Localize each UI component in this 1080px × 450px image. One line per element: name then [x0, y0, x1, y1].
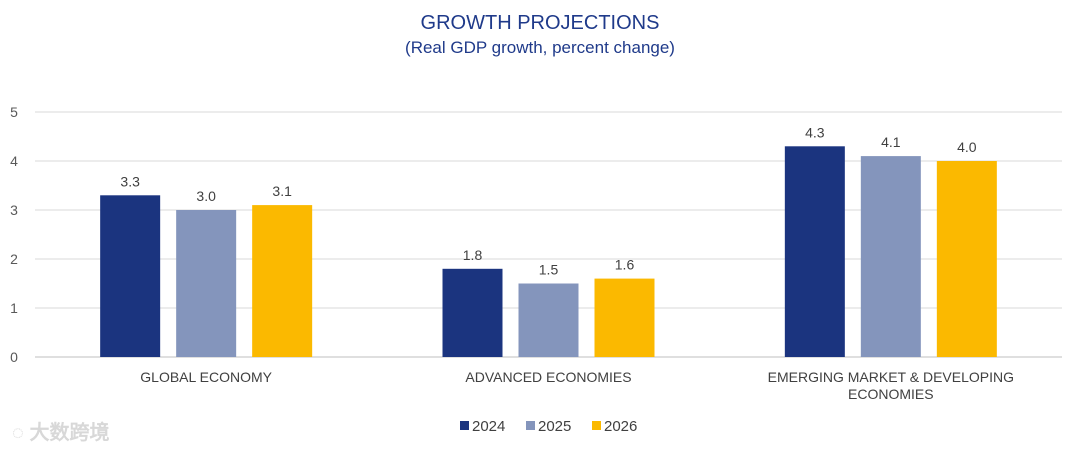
y-tick-label: 5: [10, 104, 18, 120]
y-tick-label: 4: [10, 153, 18, 169]
data-label: 1.8: [463, 247, 483, 263]
data-label: 3.3: [120, 173, 140, 189]
legend-label: 2024: [472, 418, 505, 435]
bar-2024: [442, 268, 503, 357]
bar-2025: [518, 283, 579, 357]
x-tick-label: GLOBAL ECONOMY: [140, 369, 272, 385]
bar-2024: [784, 146, 845, 357]
y-tick-label: 3: [10, 202, 18, 218]
legend-label: 2025: [538, 418, 571, 435]
bar-2026: [594, 278, 655, 357]
x-tick-label: EMERGING MARKET & DEVELOPING: [768, 369, 1014, 385]
data-label: 4.1: [881, 134, 901, 150]
bar-2026: [936, 161, 997, 357]
bar-2025: [176, 210, 237, 357]
bar-2024: [100, 195, 161, 357]
chart-title: GROWTH PROJECTIONS: [420, 12, 660, 34]
legend-swatch: [592, 421, 601, 430]
x-tick-label: ADVANCED ECONOMIES: [465, 369, 631, 385]
data-label: 4.3: [805, 124, 825, 140]
y-tick-label: 2: [10, 251, 18, 267]
bar-2026: [252, 205, 313, 357]
legend-label: 2026: [604, 418, 637, 435]
y-tick-label: 1: [10, 300, 18, 316]
data-label: 3.0: [196, 188, 216, 204]
legend-swatch: [460, 421, 469, 430]
data-label: 4.0: [957, 139, 977, 155]
chart-subtitle: (Real GDP growth, percent change): [405, 38, 675, 57]
y-tick-label: 0: [10, 349, 18, 365]
legend-swatch: [526, 421, 535, 430]
x-tick-label: ECONOMIES: [848, 386, 934, 402]
data-label: 1.5: [539, 262, 559, 278]
watermark-logo: ◌ 大数跨境: [12, 422, 110, 444]
bar-2025: [860, 156, 921, 357]
data-label: 3.1: [272, 183, 292, 199]
data-label: 1.6: [615, 257, 635, 273]
